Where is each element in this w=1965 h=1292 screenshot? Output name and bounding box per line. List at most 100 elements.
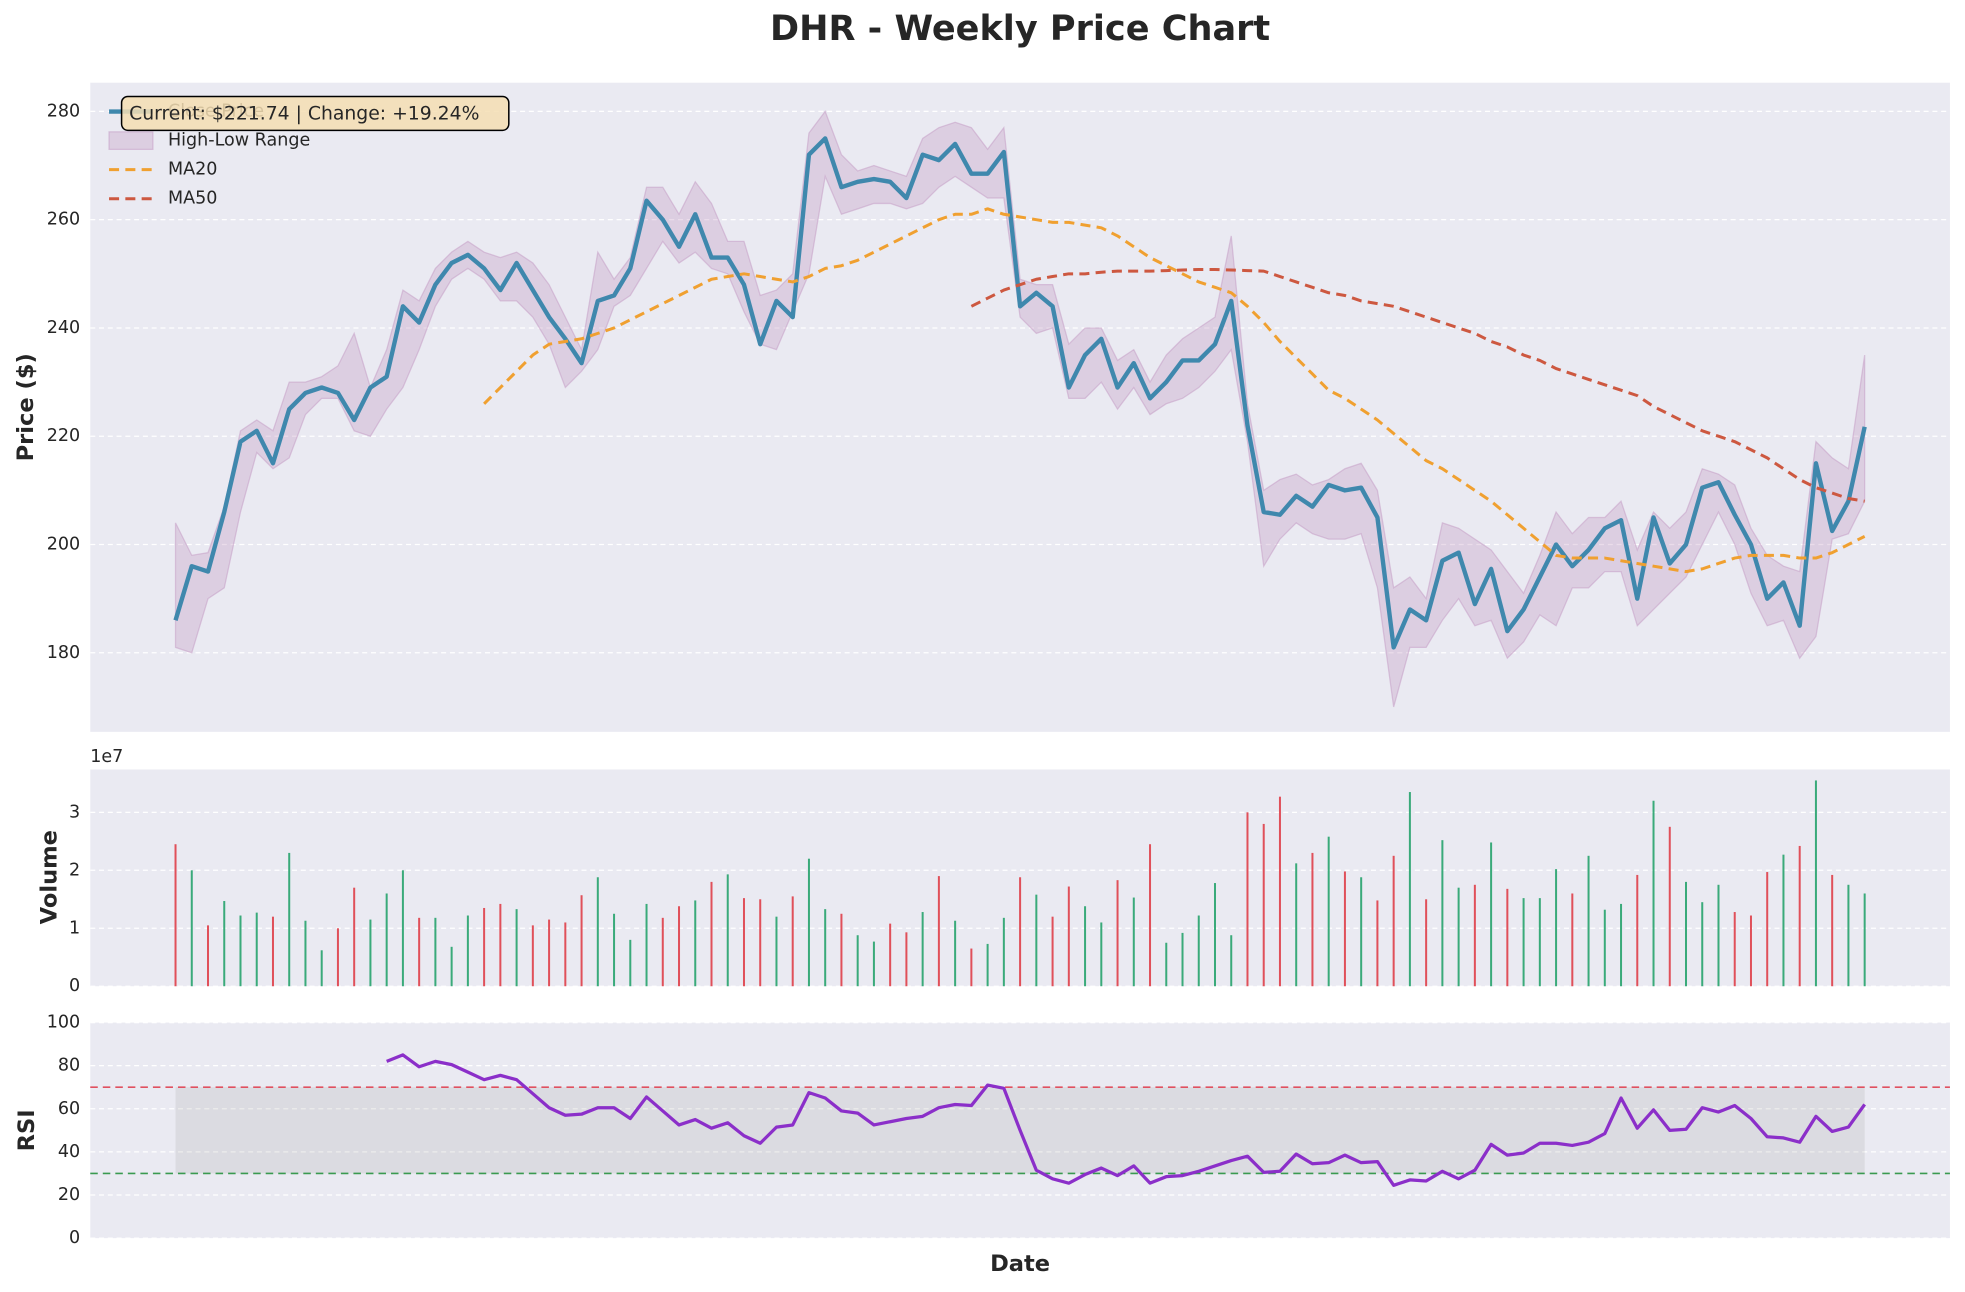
volume-bar — [726, 874, 729, 987]
volume-bar — [872, 941, 875, 987]
volume-bar — [320, 950, 323, 987]
volume-bar — [385, 893, 388, 987]
volume-bar — [824, 909, 827, 987]
volume-bar — [1392, 855, 1395, 987]
volume-bar — [1555, 869, 1558, 987]
legend-label: MA50 — [168, 189, 217, 209]
volume-bar — [596, 877, 599, 987]
volume-bar — [791, 896, 794, 987]
y-tick-label: 200 — [47, 535, 80, 555]
volume-bar — [304, 920, 307, 987]
volume-bar — [1814, 780, 1817, 987]
volume-bar — [986, 943, 989, 987]
volume-bar — [1782, 854, 1785, 987]
volume-bar — [840, 913, 843, 987]
volume-bar — [1685, 881, 1688, 987]
volume-bar — [613, 913, 616, 987]
volume-bar — [336, 928, 339, 987]
y-axis-label: Price ($) — [13, 353, 39, 461]
volume-bar — [1506, 888, 1509, 987]
volume-bar — [1701, 902, 1704, 987]
volume-bar — [1376, 900, 1379, 987]
volume-bar — [515, 909, 518, 987]
volume-bar — [499, 903, 502, 987]
volume-bar — [580, 895, 583, 987]
legend-label: MA20 — [168, 160, 217, 180]
annotation: Current: $221.74 | Change: +19.24% — [129, 104, 479, 125]
volume-bar — [1132, 897, 1135, 987]
y-tick-label: 20 — [58, 1185, 80, 1205]
volume-bar — [1035, 894, 1038, 987]
volume-bar — [1408, 792, 1411, 987]
volume-bar — [1327, 836, 1330, 987]
volume-bar — [548, 919, 551, 987]
y-tick-label: 0 — [69, 1228, 80, 1248]
volume-bar — [255, 912, 258, 987]
volume-bar — [1847, 884, 1850, 987]
volume-bar — [1116, 880, 1119, 987]
volume-bar — [1620, 903, 1623, 987]
volume-bar — [678, 906, 681, 987]
volume-bar — [1100, 922, 1103, 987]
volume-bar — [921, 912, 924, 987]
volume-bar — [645, 903, 648, 987]
y-axis-label: RSI — [14, 1109, 40, 1151]
volume-bar — [450, 946, 453, 987]
volume-bar — [1733, 912, 1736, 987]
offset-label: 1e7 — [90, 747, 123, 767]
y-tick-label: 2 — [69, 860, 80, 880]
volume-bar — [1067, 886, 1070, 987]
volume-bar — [1636, 874, 1639, 987]
volume-bar — [1587, 855, 1590, 987]
volume-bar — [369, 919, 372, 987]
volume-bar — [1473, 884, 1476, 987]
volume-bar — [1149, 844, 1152, 987]
y-tick-label: 0 — [69, 976, 80, 996]
volume-bar — [1749, 915, 1752, 987]
volume-bar — [223, 901, 226, 987]
volume-bar — [288, 852, 291, 987]
volume-bar — [710, 881, 713, 987]
volume-bar — [661, 917, 664, 987]
volume-bar — [1230, 935, 1233, 987]
volume-bar — [1538, 898, 1541, 987]
volume-bar — [889, 923, 892, 987]
volume-bar — [174, 844, 177, 987]
y-tick-label: 260 — [47, 210, 80, 230]
volume-bar — [1019, 877, 1022, 987]
y-tick-label: 40 — [58, 1142, 80, 1162]
moving-average — [970, 267, 1865, 503]
volume-bar — [1717, 884, 1720, 987]
y-tick-label: 3 — [69, 802, 80, 822]
volume-bar — [1441, 840, 1444, 987]
volume-bar — [1831, 874, 1834, 987]
volume-bar — [1425, 899, 1428, 987]
volume-bar — [531, 925, 534, 987]
y-tick-label: 240 — [47, 318, 80, 338]
volume-bar — [1457, 887, 1460, 987]
volume-bar — [1668, 826, 1671, 987]
chart-title: DHR - Weekly Price Chart — [770, 8, 1270, 49]
annotation-box — [120, 95, 510, 132]
volume-bar — [937, 876, 940, 987]
y-tick-label: 220 — [47, 426, 80, 446]
volume-bar — [759, 899, 762, 987]
volume-bar — [1603, 909, 1606, 987]
volume-bar — [564, 922, 567, 987]
volume-bar — [1051, 916, 1054, 987]
volume-bar — [1311, 852, 1314, 987]
volume-bar — [742, 898, 745, 987]
volume-bar — [1278, 796, 1281, 987]
volume-bar — [1360, 877, 1363, 987]
volume-bar — [629, 939, 632, 987]
y-axis-label: Volume — [37, 830, 63, 924]
volume-bar — [483, 907, 486, 987]
volume-bar — [418, 917, 421, 987]
volume-bar — [1246, 812, 1249, 987]
volume-bar — [207, 925, 210, 987]
volume-bar — [1766, 872, 1769, 987]
volume-bar — [1002, 917, 1005, 987]
legend-swatch — [108, 131, 154, 151]
volume-bar — [434, 917, 437, 987]
